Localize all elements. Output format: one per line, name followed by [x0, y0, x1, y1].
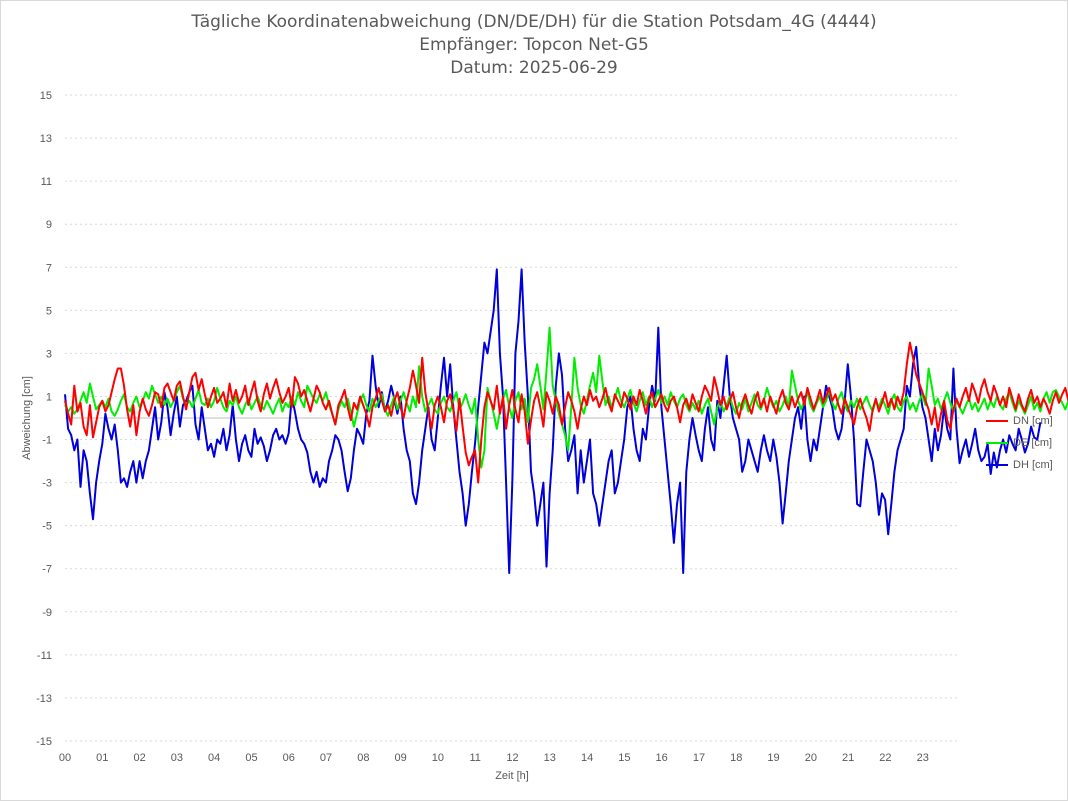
y-tick-label: 7	[46, 262, 52, 274]
x-tick-label: 17	[693, 752, 705, 764]
legend-item-dn: DN [cm]	[986, 410, 1053, 432]
legend-label-de: DE [cm]	[1013, 437, 1053, 449]
x-tick-label: 00	[59, 752, 71, 764]
legend-swatch-dn	[986, 420, 1008, 422]
series-line-de	[64, 326, 1068, 469]
chart-title: Tägliche Koordinatenabweichung (DN/DE/DH…	[191, 12, 877, 32]
legend-label-dn: DN [cm]	[1013, 415, 1053, 427]
x-tick-label: 04	[208, 752, 220, 764]
x-tick-label: 13	[544, 752, 556, 764]
x-tick-label: 06	[283, 752, 295, 764]
series-line-dn	[64, 341, 1068, 484]
y-tick-label: 3	[46, 348, 52, 360]
x-axis-ticks: 00 01 02 03 04 05 06 07 08 09 10 11 12 13 14 15 16 17 18 19…	[59, 752, 929, 764]
x-tick-label: 16	[656, 752, 668, 764]
x-axis-label: Zeit [h]	[495, 770, 529, 782]
series-lines	[64, 268, 1068, 574]
x-tick-label: 01	[96, 752, 108, 764]
y-tick-label: 9	[46, 219, 52, 231]
chart-subtitle-date: Datum: 2025-06-29	[450, 58, 618, 78]
x-tick-label: 14	[581, 752, 593, 764]
y-tick-label: 13	[40, 133, 52, 145]
x-tick-label: 19	[767, 752, 779, 764]
x-tick-label: 02	[133, 752, 145, 764]
legend-item-de: DE [cm]	[986, 432, 1053, 454]
series-line-dh	[64, 268, 1042, 574]
x-tick-label: 07	[320, 752, 332, 764]
legend-label-dh: DH [cm]	[1013, 459, 1053, 471]
y-tick-label: 5	[46, 305, 52, 317]
x-tick-label: 23	[917, 752, 929, 764]
legend-swatch-de	[986, 442, 1008, 444]
x-tick-label: 22	[879, 752, 891, 764]
y-tick-label: -13	[36, 693, 52, 705]
y-tick-label: -11	[37, 650, 52, 662]
chart-subtitle: Empfänger: Topcon Net-G5	[419, 35, 649, 55]
legend-swatch-dh	[986, 464, 1008, 466]
x-tick-label: 03	[171, 752, 183, 764]
y-tick-label: -3	[42, 478, 52, 490]
y-axis-ticks: 15 13 11 9 7 5 3 1 -1 -3 -5 -7 -9 -11 -13 -15	[36, 90, 52, 748]
x-tick-label: 08	[357, 752, 369, 764]
x-tick-label: 10	[432, 752, 444, 764]
y-tick-label: 11	[41, 176, 52, 188]
y-tick-label: 1	[46, 391, 52, 403]
x-tick-label: 12	[506, 752, 518, 764]
y-tick-label: -15	[36, 736, 52, 748]
y-tick-label: -5	[42, 521, 52, 533]
x-tick-label: 09	[395, 752, 407, 764]
x-tick-label: 18	[730, 752, 742, 764]
x-tick-label: 20	[805, 752, 817, 764]
y-tick-label: -7	[42, 564, 52, 576]
chart-legend: DN [cm] DE [cm] DH [cm]	[986, 410, 1053, 476]
y-tick-label: -9	[42, 607, 52, 619]
legend-item-dh: DH [cm]	[986, 454, 1053, 476]
y-tick-label: 15	[40, 90, 52, 102]
x-tick-label: 15	[618, 752, 630, 764]
y-tick-label: -1	[42, 435, 52, 447]
x-tick-label: 11	[469, 752, 480, 764]
x-tick-label: 05	[245, 752, 257, 764]
x-tick-label: 21	[842, 752, 854, 764]
y-axis-label: Abweichung [cm]	[21, 376, 33, 460]
